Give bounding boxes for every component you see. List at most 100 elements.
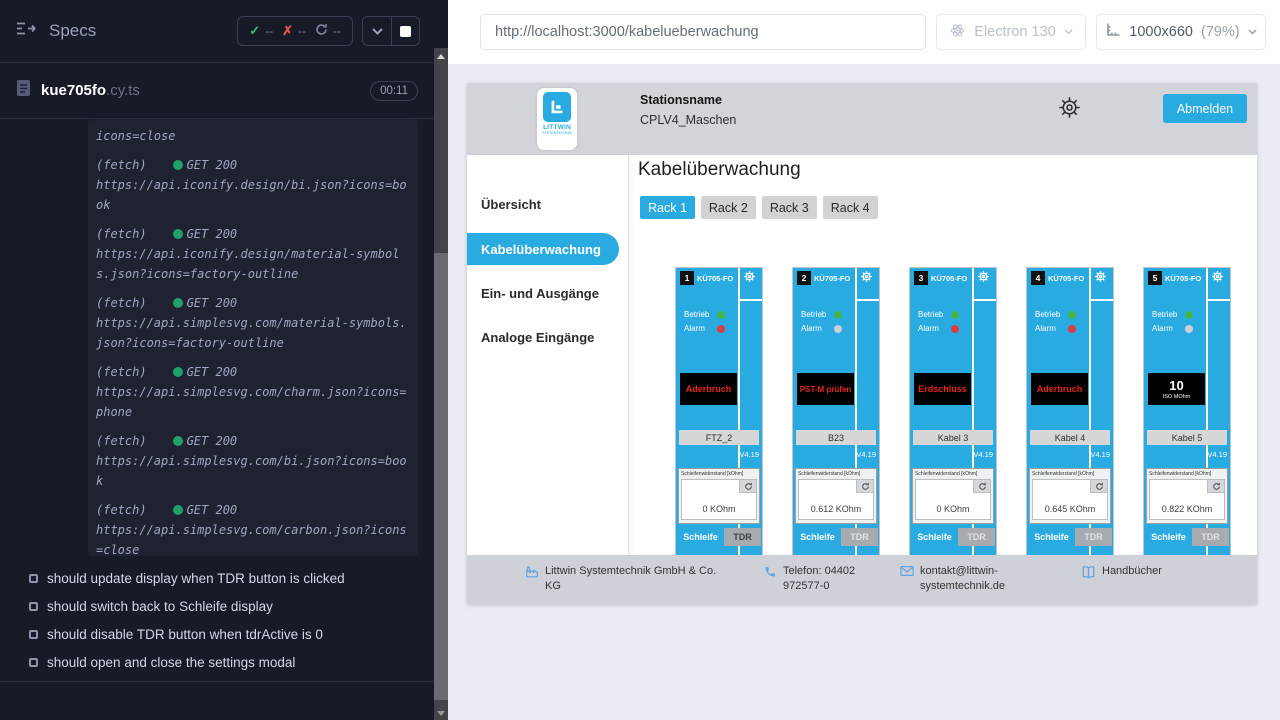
chevron-down-icon (1248, 29, 1257, 35)
test-item[interactable]: should open and close the settings modal (0, 648, 418, 676)
refresh-button[interactable] (1090, 480, 1107, 493)
schleife-button[interactable]: Schleife (1030, 528, 1073, 546)
tdr-button[interactable]: TDR (724, 528, 761, 546)
scrollbar-thumb[interactable] (434, 253, 448, 700)
spec-timer: 00:11 (370, 80, 418, 101)
refresh-button[interactable] (1207, 480, 1224, 493)
spec-file-name: kue705fo.cy.ts (41, 82, 140, 99)
measurement-panel: Schleifenwiderstand [kOhm] 0 KOhm (678, 468, 760, 524)
specs-menu-icon[interactable] (16, 21, 37, 41)
status-display: Erdschluss (914, 373, 971, 405)
resistance-value: 0.822 KOhm (1161, 504, 1213, 514)
tab-rack-4[interactable]: Rack 4 (822, 196, 878, 219)
resistance-value: 0.645 KOhm (1044, 504, 1096, 514)
mode-buttons: Schleife TDR (1147, 528, 1229, 546)
refresh-button[interactable] (973, 480, 990, 493)
slot-number-badge: 3 (914, 271, 928, 285)
test-item[interactable]: should switch back to Schleife display (0, 592, 418, 620)
tab-rack-2[interactable]: Rack 2 (700, 196, 756, 219)
schleife-button[interactable]: Schleife (679, 528, 722, 546)
littwin-logo-icon (543, 92, 571, 122)
card-settings-gear-icon[interactable] (1211, 270, 1224, 288)
iso-unit: ISO MOhm (1162, 393, 1191, 400)
schleife-button[interactable]: Schleife (913, 528, 956, 546)
footer-manuals[interactable]: Handbücher (1081, 564, 1162, 584)
cable-label: Kabel 4 (1030, 430, 1110, 445)
scroll-up-arrow-icon[interactable] (437, 54, 445, 59)
log-entry: (fetch) GET 200 https://api.simplesvg.com… (96, 503, 407, 556)
measurement-box: 0.645 KOhm (1032, 479, 1108, 520)
card-settings-gear-icon[interactable] (1094, 270, 1107, 288)
status-dot-icon (172, 160, 183, 170)
mode-buttons: Schleife TDR (1030, 528, 1112, 546)
divider (0, 681, 434, 682)
slot-number-badge: 1 (680, 271, 694, 285)
firmware-version: V4.19 (856, 450, 876, 459)
runner-controls (362, 16, 420, 46)
stat-pending: -- (315, 23, 341, 39)
spec-file-icon (16, 79, 31, 102)
viewport-ruler-icon (1105, 22, 1121, 42)
log-entry: (fetch) GET 200 https://api.simplesvg.com… (96, 365, 407, 419)
sidebar-item-kabelueberwachung[interactable]: Kabelüberwachung (467, 233, 619, 265)
url-input[interactable]: http://localhost:3000/kabelueberwachung (480, 14, 926, 50)
alarm-led: Alarm (918, 324, 959, 333)
test-checkbox-icon (29, 573, 38, 583)
app-sidebar: Übersicht Kabelüberwachung Ein- und Ausg… (467, 155, 629, 604)
tdr-button[interactable]: TDR (1075, 528, 1112, 546)
led-red-icon (951, 324, 959, 333)
stop-button[interactable] (391, 17, 419, 45)
status-dot-icon (172, 436, 183, 446)
device-card: 5 KÜ705-FO Betrieb Alarm 10 ISO MOhm Kab… (1143, 267, 1231, 567)
test-item[interactable]: should disable TDR button when tdrActive… (0, 620, 418, 648)
refresh-circle-icon (315, 23, 328, 39)
firmware-version: V4.19 (739, 450, 759, 459)
settings-gear-icon[interactable] (1057, 95, 1082, 125)
resistance-value: 0 KOhm (936, 504, 970, 514)
divider (738, 268, 740, 566)
scroll-down-arrow-icon[interactable] (437, 711, 445, 716)
betrieb-led: Betrieb (918, 310, 959, 319)
betrieb-led: Betrieb (1035, 310, 1076, 319)
divider (855, 268, 857, 566)
command-log[interactable]: icons=close (fetch) GET 200 https://api.i… (88, 119, 418, 556)
browser-select[interactable]: Electron 130 (936, 14, 1086, 50)
refresh-button[interactable] (856, 480, 873, 493)
footer-company: Littwin Systemtechnik GmbH & Co. KG (525, 564, 719, 594)
status-dot-icon (172, 367, 183, 377)
tdr-button[interactable]: TDR (841, 528, 878, 546)
sidebar-item-uebersicht[interactable]: Übersicht (481, 197, 541, 212)
logout-button[interactable]: Abmelden (1163, 94, 1247, 123)
sidebar-item-analoge-eingaenge[interactable]: Analoge Eingänge (481, 330, 595, 345)
collapse-chevron-button[interactable] (363, 17, 391, 45)
card-settings-gear-icon[interactable] (977, 270, 990, 288)
device-card: 2 KÜ705-FO Betrieb Alarm PST-M prüfen B2… (792, 267, 880, 567)
tab-rack-3[interactable]: Rack 3 (761, 196, 817, 219)
refresh-button[interactable] (739, 480, 756, 493)
sidebar-item-ein-und-ausgaenge[interactable]: Ein- und Ausgänge (481, 286, 599, 301)
card-settings-gear-icon[interactable] (860, 270, 873, 288)
viewport-select[interactable]: 1000x660 (79%) (1096, 14, 1266, 50)
tdr-button[interactable]: TDR (958, 528, 995, 546)
firmware-version: V4.19 (1090, 450, 1110, 459)
runner-scrollbar[interactable] (434, 0, 448, 720)
schleife-button[interactable]: Schleife (796, 528, 839, 546)
log-line: icons=close (96, 129, 176, 143)
tab-rack-1[interactable]: Rack 1 (640, 196, 695, 219)
led-green-icon (951, 310, 959, 319)
card-settings-gear-icon[interactable] (743, 270, 756, 288)
measurement-panel: Schleifenwiderstand [kOhm] 0 KOhm (912, 468, 994, 524)
spec-file-row[interactable]: kue705fo.cy.ts 00:11 (0, 63, 434, 118)
divider (972, 268, 974, 566)
cypress-runner-panel: Specs ✓ -- ✗ -- -- (0, 0, 434, 720)
device-model: KÜ705-FO (1165, 274, 1202, 283)
test-item[interactable]: should update display when TDR button is… (0, 564, 418, 592)
rack-tabs: Rack 1 Rack 2 Rack 3 Rack 4 (640, 196, 878, 219)
measurement-panel: Schleifenwiderstand [kOhm] 0.822 KOhm (1146, 468, 1228, 524)
browser-toolbar: http://localhost:3000/kabelueberwachung … (448, 0, 1280, 64)
schleife-button[interactable]: Schleife (1147, 528, 1190, 546)
footer-email: kontakt@littwin-systemtechnik.de (900, 564, 1016, 594)
tdr-button[interactable]: TDR (1192, 528, 1229, 546)
stat-passed: ✓ -- (249, 23, 274, 38)
led-green-icon (1068, 310, 1076, 319)
